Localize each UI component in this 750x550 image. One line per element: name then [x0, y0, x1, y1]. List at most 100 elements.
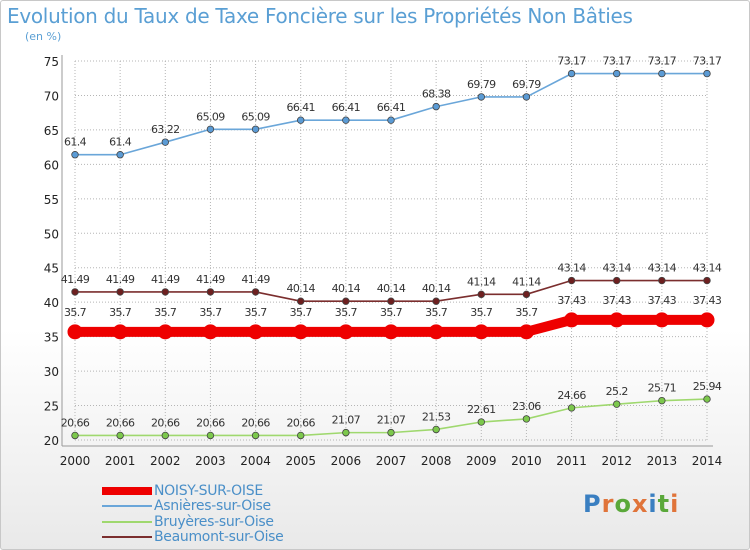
data-label: 40.14	[332, 282, 361, 295]
data-point	[658, 69, 666, 78]
data-label: 69.79	[512, 78, 541, 91]
data-point	[161, 288, 169, 296]
data-label: 61.4	[64, 136, 87, 149]
data-point	[387, 297, 395, 305]
data-point	[703, 395, 711, 403]
x-tick-label: 2004	[240, 454, 271, 468]
data-point	[297, 431, 305, 440]
data-point	[157, 324, 173, 340]
data-label: 25.71	[648, 382, 677, 395]
data-point	[116, 288, 124, 296]
data-point	[609, 312, 625, 328]
data-label: 35.7	[290, 306, 313, 319]
data-label: 40.14	[377, 282, 406, 295]
data-label: 20.66	[241, 416, 270, 429]
data-point	[518, 324, 534, 340]
data-label: 65.09	[241, 110, 270, 123]
x-tick-label: 2009	[466, 454, 497, 468]
data-label: 20.66	[106, 416, 135, 429]
data-point	[613, 69, 621, 78]
data-label: 66.41	[377, 101, 406, 114]
data-point	[206, 288, 215, 296]
data-label: 37.43	[693, 294, 722, 307]
data-label: 35.7	[199, 306, 222, 319]
x-tick-label: 2014	[692, 454, 723, 468]
data-point	[202, 324, 218, 340]
data-label: 21.07	[377, 414, 406, 427]
data-point	[71, 288, 79, 296]
data-point	[387, 428, 395, 437]
data-point	[477, 290, 485, 299]
data-point	[206, 431, 215, 440]
data-point	[432, 297, 440, 305]
data-label: 65.09	[196, 110, 225, 123]
data-label: 41.49	[61, 273, 90, 286]
data-label: 43.14	[602, 262, 631, 275]
data-point	[477, 93, 485, 101]
data-point	[251, 125, 260, 133]
x-tick-label: 2003	[195, 454, 226, 468]
logo-letter: P	[583, 490, 602, 518]
y-tick-label: 50	[44, 227, 59, 241]
data-label: 37.43	[648, 294, 677, 307]
data-label: 20.66	[151, 416, 180, 429]
x-tick-label: 2007	[376, 454, 407, 468]
data-point	[338, 324, 354, 340]
x-tick-label: 2011	[556, 454, 587, 468]
data-point	[522, 415, 531, 423]
data-point	[432, 425, 440, 434]
data-label: 35.7	[515, 306, 538, 319]
data-label: 43.14	[557, 262, 586, 275]
x-tick-label: 2008	[421, 454, 452, 468]
data-point	[613, 276, 621, 285]
data-point	[112, 324, 128, 340]
series-layer	[67, 69, 715, 440]
logo-letter: t	[657, 490, 671, 518]
legend-label: Asnières-sur-Oise	[154, 498, 271, 515]
data-label: 68.38	[422, 88, 451, 101]
data-label: 41.49	[151, 273, 180, 286]
data-point	[699, 312, 715, 328]
legend-label: NOISY-SUR-OISE	[154, 483, 263, 499]
y-tick-label: 20	[44, 434, 59, 448]
data-label: 35.7	[64, 306, 87, 319]
x-tick-label: 2012	[601, 454, 632, 468]
x-tick-label: 2005	[285, 454, 316, 468]
data-label: 66.41	[286, 101, 315, 114]
data-point	[613, 400, 621, 408]
x-tick-label: 2001	[105, 454, 136, 468]
y-tick-label: 65	[44, 124, 59, 138]
logo-letter: i	[648, 490, 658, 518]
data-point	[342, 297, 350, 305]
x-tick-label: 2000	[60, 454, 91, 468]
y-axis-ticks: 20 25 30 35 40 45 50 55 60 65 70 75	[44, 55, 59, 448]
data-point	[522, 93, 531, 101]
data-label: 35.7	[425, 306, 448, 319]
data-label: 35.7	[470, 306, 493, 319]
data-point	[703, 69, 711, 78]
legend-swatch	[102, 505, 152, 508]
data-label: 25.2	[606, 385, 628, 398]
data-label: 23.06	[512, 400, 541, 413]
x-tick-label: 2002	[150, 454, 181, 468]
logo-letter: i	[670, 490, 680, 518]
data-label: 43.14	[648, 262, 677, 275]
data-point	[251, 288, 260, 296]
y-tick-label: 45	[44, 262, 59, 276]
data-label: 41.14	[512, 275, 541, 288]
data-label: 35.7	[154, 306, 177, 319]
data-point	[161, 138, 169, 146]
data-point	[387, 116, 395, 124]
data-label: 40.14	[286, 282, 315, 295]
data-label: 35.7	[109, 306, 132, 319]
y-tick-label: 55	[44, 193, 59, 207]
legend-label: Bruyères-sur-Oise	[154, 513, 274, 530]
data-point	[116, 151, 124, 159]
data-point	[567, 276, 576, 285]
data-label: 41.49	[241, 273, 270, 286]
data-label: 41.49	[106, 273, 135, 286]
data-point	[161, 431, 169, 440]
data-label: 25.94	[693, 380, 722, 393]
data-label: 73.17	[648, 55, 677, 68]
